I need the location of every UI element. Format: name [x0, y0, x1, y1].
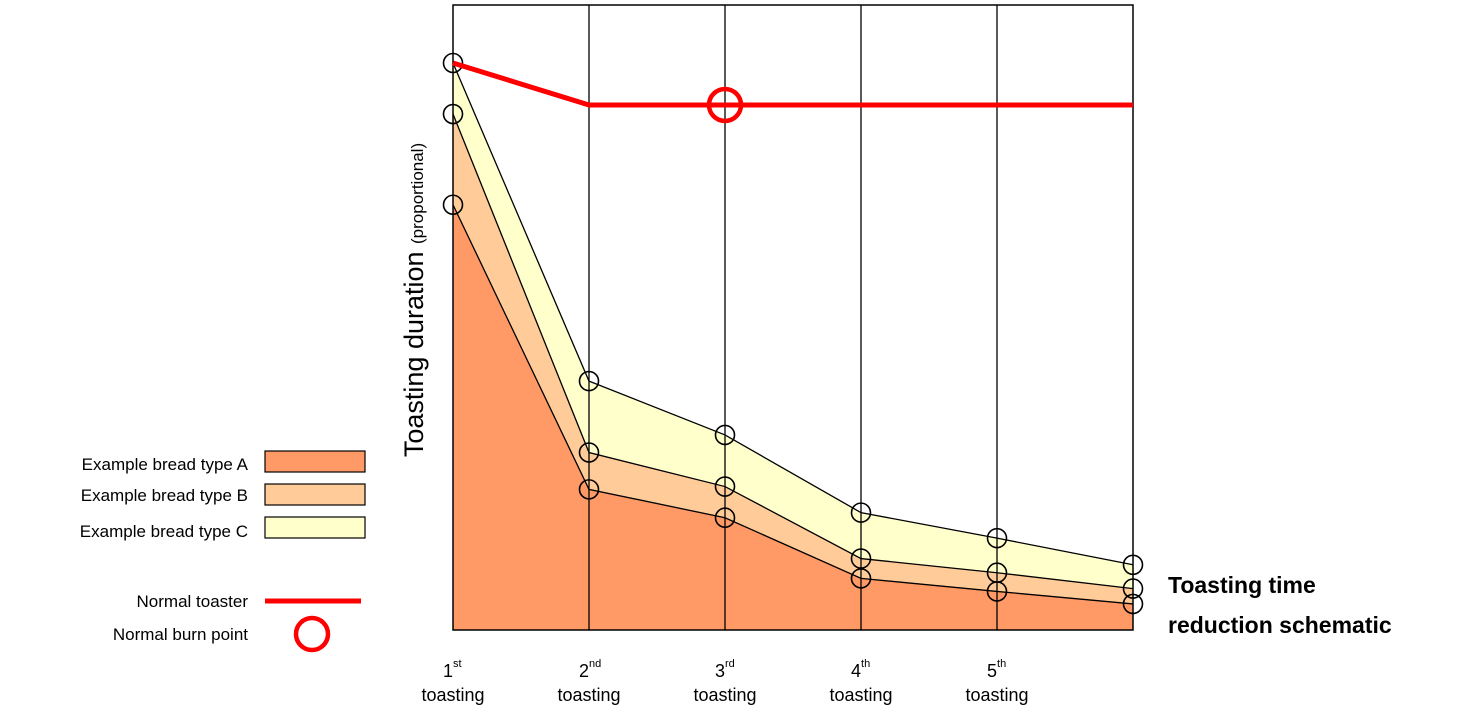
legend-swatch-B	[264, 483, 366, 506]
x-tick-number: 3rd	[715, 658, 735, 681]
legend-label-normal-toaster: Normal toaster	[137, 592, 249, 611]
point-B-5	[986, 562, 1008, 584]
x-tick-1: 1st toasting	[421, 658, 484, 705]
point-C-3	[714, 424, 736, 446]
x-tick-2: 2nd toasting	[557, 658, 620, 705]
chart-title-line-1: Toasting time	[1168, 572, 1316, 598]
chart-title-line-2: reduction schematic	[1168, 612, 1392, 638]
y-axis-label: Toasting duration (proportional)	[399, 143, 429, 457]
point-B-2	[578, 442, 600, 463]
x-tick-4: 4th toasting	[829, 658, 892, 705]
x-tick-labels: 1st toasting 2nd toasting 3rd toasting 4th toas…	[421, 658, 1028, 705]
normal-toaster-group	[452, 60, 1133, 124]
x-tick-3: 3rd toasting	[693, 658, 756, 705]
legend-label-burn-point: Normal burn point	[113, 625, 248, 644]
x-tick-word: toasting	[557, 685, 620, 705]
x-tick-number: 5th	[987, 658, 1006, 681]
x-tick-5: 5th toasting	[965, 658, 1028, 705]
line-A	[452, 204, 1134, 605]
point-C-4	[850, 502, 872, 523]
series-areas	[453, 63, 1133, 630]
point-C-5	[986, 527, 1008, 549]
series-markers	[442, 52, 1144, 615]
x-tick-number: 2nd	[579, 658, 601, 681]
burn-point-marker	[706, 86, 744, 124]
area-A	[453, 204, 1133, 630]
x-tick-word: toasting	[421, 685, 484, 705]
plot-frame	[452, 4, 1134, 631]
legend-swatch-A	[264, 450, 366, 473]
x-tick-word: toasting	[965, 685, 1028, 705]
normal-toaster-line	[452, 60, 1133, 108]
point-B-3	[714, 476, 736, 497]
x-tick-word: toasting	[693, 685, 756, 705]
point-B-4	[850, 548, 872, 569]
point-A-4	[850, 568, 872, 589]
x-tick-number: 4th	[851, 658, 870, 681]
legend: Example bread type A Example bread type …	[80, 450, 366, 653]
legend-swatch-C	[264, 516, 366, 539]
legend-label-B: Example bread type B	[81, 486, 248, 505]
point-C-2	[578, 370, 600, 392]
chart-title: Toasting time reduction schematic	[1168, 572, 1392, 638]
x-tick-number: 1st	[443, 658, 462, 681]
line-B	[452, 113, 1134, 590]
point-A-2	[578, 479, 600, 500]
legend-burn-point-icon	[293, 615, 331, 653]
line-C	[452, 62, 1134, 566]
point-A-3	[714, 507, 736, 529]
x-tick-word: toasting	[829, 685, 892, 705]
legend-label-C: Example bread type C	[80, 522, 248, 541]
gridlines	[588, 5, 998, 630]
legend-label-A: Example bread type A	[82, 455, 249, 474]
series-lines	[452, 62, 1134, 605]
